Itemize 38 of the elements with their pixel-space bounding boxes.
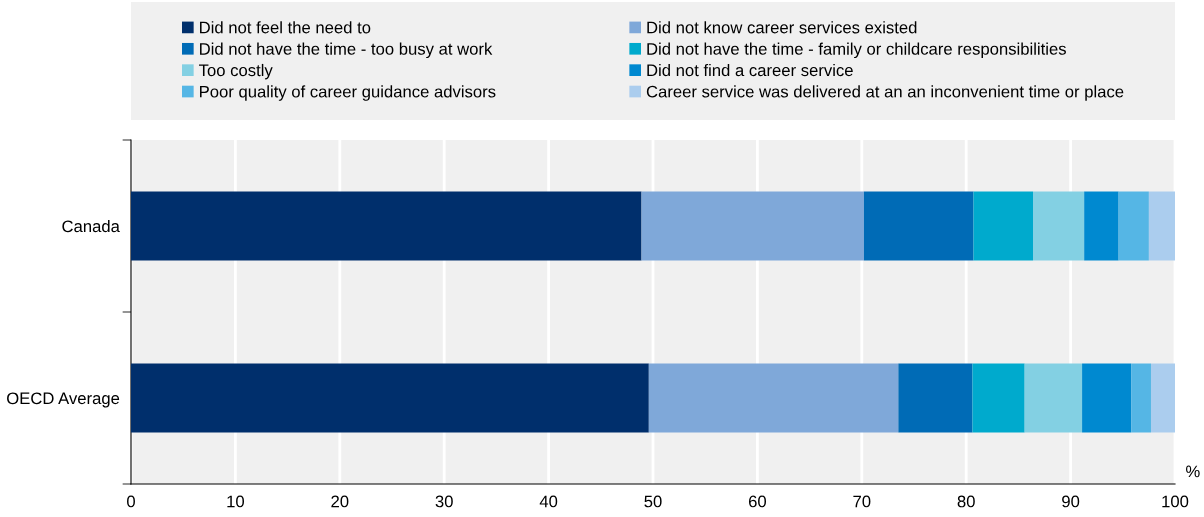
bar [1148, 191, 1175, 261]
bar [1024, 363, 1083, 433]
legend-label: Poor quality of career guidance advisors [200, 85, 496, 101]
x-tick-label: 80 [957, 495, 975, 508]
x-tick-label: 40 [539, 495, 558, 508]
bar [1033, 191, 1085, 261]
legend-label: Did not find a career service [647, 63, 853, 77]
x-tick-label: 20 [331, 495, 349, 508]
legend-label: Did not have the time - too busy at work [200, 42, 493, 59]
x-tick-label: 70 [853, 495, 871, 508]
bar [131, 363, 649, 433]
bar [641, 191, 864, 261]
bar [1118, 191, 1149, 261]
bar [972, 363, 1025, 433]
x-tick-label: 10 [227, 495, 245, 508]
legend-label: Too costly [199, 63, 273, 80]
legend-label: Did not have the time - family or childcare responsibilities [647, 42, 1066, 59]
bar [648, 363, 899, 433]
legend-label: Career service was delivered at an an inconvenient time or place [646, 85, 1124, 101]
bar [1150, 363, 1175, 433]
bar [131, 191, 642, 261]
x-tick-label: 90 [1062, 495, 1080, 508]
x-tick-label: 100 [1162, 495, 1189, 508]
x-tick-label: 60 [748, 495, 767, 508]
bar [1084, 191, 1119, 261]
x-tick-label: 30 [435, 495, 453, 508]
bar [1082, 363, 1132, 433]
bar [898, 363, 973, 433]
bar [1131, 363, 1151, 433]
y-tick-label: Canada [62, 219, 120, 233]
bar [863, 191, 974, 261]
x-axis-title: % [1186, 465, 1200, 478]
legend-label: Did not know career services existed [647, 21, 917, 34]
legend-label: Did not feel the need to [200, 21, 371, 34]
x-tick-label: 50 [644, 495, 662, 508]
y-tick-label: OECD Average [7, 392, 120, 408]
x-tick-label: 0 [127, 495, 135, 508]
bar [973, 191, 1034, 261]
